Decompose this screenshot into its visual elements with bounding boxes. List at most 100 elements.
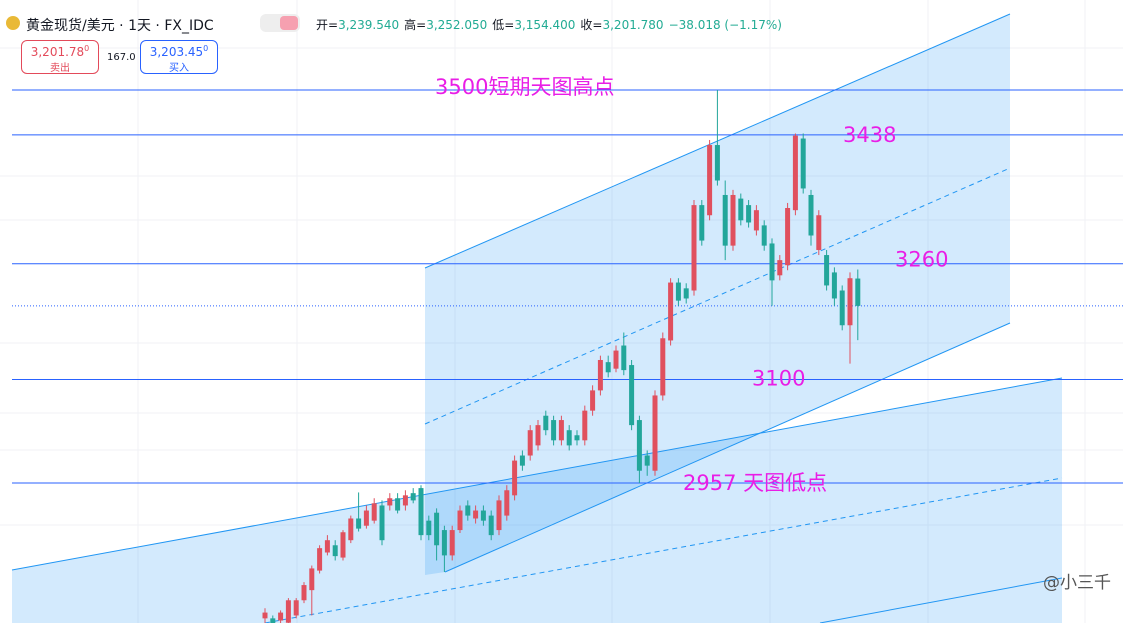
ohlc-value: 3,252.050 — [426, 18, 488, 32]
candle-body — [847, 278, 853, 326]
candle-body — [324, 540, 330, 553]
watermark: @小三千 — [1043, 573, 1111, 593]
candle-body — [738, 198, 744, 221]
symbol: 黄金现货/美元 · 1天 · FX_IDC — [26, 18, 214, 34]
candle-body — [535, 425, 541, 446]
buy-button[interactable]: 3,203.450 买入 — [140, 40, 218, 74]
candle-body — [707, 145, 713, 216]
level-label: 3100 — [752, 367, 805, 391]
candle-body — [777, 260, 783, 276]
candle-body — [285, 600, 291, 623]
ohlc-value: 3,201.780 — [602, 18, 664, 32]
ohlc-value: 3,239.540 — [338, 18, 400, 32]
candle-body — [387, 498, 393, 506]
candle-body — [722, 194, 728, 246]
level-label: 2957 天图低点 — [683, 471, 827, 495]
levels — [12, 89, 1123, 484]
candle-body — [714, 145, 720, 181]
candle-body — [566, 430, 572, 446]
level-label: 3260 — [895, 248, 948, 272]
candle-body — [512, 460, 518, 496]
candle-body — [317, 548, 323, 571]
candle-body — [527, 430, 533, 456]
header: 黄金现货/美元 · 1天 · FX_IDC 开=3,239.540 高=3,252… — [0, 0, 800, 80]
ohlc-label: 收= — [580, 18, 603, 32]
candle-body — [473, 510, 479, 519]
candle-body — [675, 282, 681, 301]
candle-body — [301, 585, 307, 601]
candle-body — [699, 205, 705, 241]
candle-body — [597, 359, 603, 391]
candle-body — [270, 618, 276, 623]
candle-body — [855, 278, 861, 306]
level-labels: 3500短期天图高点 3438 3260 3100 2957 天图低点 — [435, 75, 948, 495]
candle-body — [785, 208, 791, 266]
candle-body — [356, 518, 362, 529]
candle-body — [730, 194, 736, 246]
candle-body — [660, 338, 666, 396]
candle-body — [753, 210, 759, 231]
candle-body — [441, 530, 447, 556]
candle-body — [831, 272, 837, 299]
sell-price: 3,201.78 — [30, 45, 85, 59]
candle-body — [309, 568, 315, 591]
candle-body — [371, 503, 377, 521]
candle-body — [590, 390, 596, 411]
candle-body — [769, 243, 775, 281]
candle-body — [496, 500, 502, 531]
sell-button[interactable]: 3,201.780 卖出 — [21, 40, 99, 74]
candle-body — [792, 135, 798, 211]
candle-body — [558, 420, 564, 441]
candles — [262, 90, 861, 623]
candle-body — [621, 345, 627, 371]
candle-body — [816, 215, 822, 250]
candle-body — [480, 510, 486, 521]
candle-body — [551, 420, 557, 441]
candle-body — [808, 194, 814, 236]
candle-body — [278, 612, 284, 621]
candle-body — [629, 365, 635, 426]
buy-label: 买入 — [169, 63, 189, 74]
candle-body — [363, 510, 369, 526]
candle-body — [402, 495, 408, 506]
candle-body — [379, 505, 385, 541]
candle-body — [434, 512, 440, 546]
candle-body — [761, 225, 767, 246]
candle-body — [410, 493, 416, 501]
candle-body — [504, 490, 510, 516]
buy-price: 3,203.45 — [149, 45, 204, 59]
level-label: 3438 — [843, 123, 896, 147]
candle-body — [449, 530, 455, 556]
candle-body — [293, 600, 299, 616]
candle-body — [683, 288, 689, 299]
candle-body — [519, 455, 525, 466]
change: −38.018 (−1.17%) — [668, 18, 782, 32]
candle-body — [824, 255, 830, 286]
candle-body — [800, 138, 806, 189]
candle-body — [262, 612, 268, 619]
toggle[interactable] — [260, 14, 300, 32]
ohlc-label: 低= — [492, 18, 515, 32]
candle-body — [652, 395, 658, 471]
candle-body — [746, 205, 752, 223]
level-label: 3500短期天图高点 — [435, 75, 614, 99]
buy-sup: 0 — [203, 44, 209, 53]
ohlc-label: 开= — [316, 18, 339, 32]
candle-body — [348, 518, 354, 541]
candle-body — [465, 505, 471, 516]
ohlc-label: 高= — [404, 18, 427, 32]
candle-body — [691, 205, 697, 291]
candle-body — [488, 515, 494, 536]
candle-body — [839, 290, 845, 326]
candle-body — [644, 455, 650, 466]
ohlc: 开=3,239.540 高=3,252.050 低=3,154.400 收=3,201… — [316, 16, 782, 33]
sell-sup: 0 — [84, 44, 90, 53]
sell-label: 卖出 — [50, 63, 70, 74]
ohlc-value: 3,154.400 — [514, 18, 576, 32]
candle-body — [426, 520, 432, 536]
candle-body — [340, 532, 346, 558]
candle-body — [582, 410, 588, 441]
